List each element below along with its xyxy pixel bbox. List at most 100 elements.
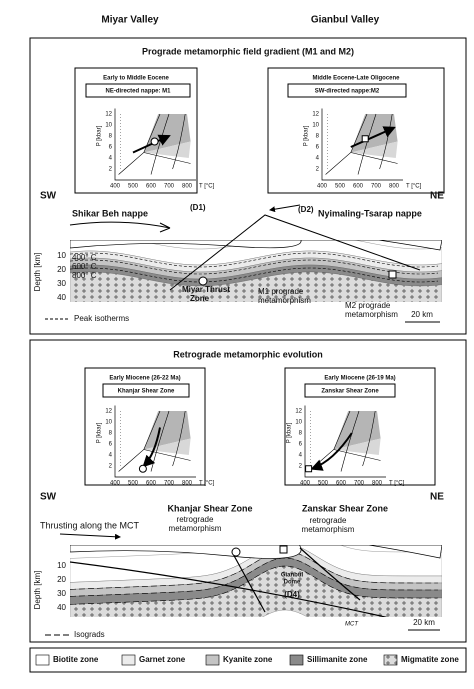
d2: (D2) (298, 205, 314, 214)
legend-swatch (205, 654, 220, 666)
pt-sample (138, 464, 147, 473)
mct-thrust: Thrusting along the MCT (40, 520, 140, 530)
inset-x-tick: 600 (353, 184, 364, 190)
cross-section (70, 240, 442, 302)
inset-y-tick: 6 (109, 442, 113, 448)
inset-y-tick: 4 (109, 453, 113, 459)
cross-section (70, 545, 442, 617)
isotherm-label: 800° C (72, 271, 97, 280)
zone-band (70, 565, 442, 617)
inset-y-label: P [kbar] (287, 422, 293, 443)
inset-age: Middle Eocene-Late Oligocene (312, 76, 400, 82)
inset-x-tick: 700 (164, 184, 175, 190)
inset-y-tick: 4 (316, 156, 320, 162)
thrust (169, 214, 421, 291)
header-left: Miyar Valley (101, 15, 159, 26)
inset-x-tick: 600 (146, 481, 157, 487)
inset-x-tick: 400 (317, 184, 328, 190)
inset-x-tick: 800 (182, 481, 193, 487)
inset-x-label: T [°C] (199, 481, 215, 487)
inset-y-label: P [kbar] (304, 125, 310, 146)
depth-tick: 30 (57, 589, 66, 598)
inset-y-label: P [kbar] (97, 422, 103, 443)
reaction (308, 410, 381, 472)
inset-y-tick: 8 (299, 431, 303, 437)
mct-line (70, 561, 388, 617)
inset-x-tick: 500 (128, 184, 139, 190)
inset-label: NE-directed nappe: M1 (105, 89, 171, 95)
reaction (118, 113, 191, 175)
inset-x-tick: 400 (300, 481, 311, 487)
legend-swatch (383, 654, 398, 666)
axes (114, 108, 196, 181)
inset-y-tick: 8 (109, 431, 113, 437)
isograd (70, 565, 439, 605)
inset-label-box (287, 83, 407, 98)
inset-x-tick: 700 (354, 481, 365, 487)
arrow (269, 204, 301, 213)
reaction (118, 410, 191, 472)
zone-band (70, 271, 442, 302)
zsz: Zanskar Shear Zone (302, 503, 388, 513)
arrow (59, 533, 121, 540)
depth-tick: 10 (57, 251, 66, 260)
legend: Biotite zone Garnet zone Kyanite zone Silli… (35, 654, 459, 666)
isotherm (70, 252, 439, 268)
inset-x-tick: 400 (110, 184, 121, 190)
reaction (325, 113, 398, 175)
legend-swatch (121, 654, 136, 666)
legend-swatch (289, 654, 304, 666)
inset-y-tick: 12 (105, 112, 112, 118)
m1-label: metamorphism (258, 296, 311, 305)
panel-frame (29, 339, 467, 643)
isograd (70, 557, 439, 597)
depth-tick: 30 (57, 279, 66, 288)
inset-y-tick: 8 (109, 134, 113, 140)
depth-tick: 40 (57, 603, 66, 612)
key: Peak isotherms (74, 314, 129, 323)
retro-right: metamorphism (302, 525, 355, 534)
sample (279, 545, 288, 554)
inset-y-tick: 10 (312, 123, 319, 129)
inset-x-tick: 700 (371, 184, 382, 190)
inset-age: Early to Middle Eocene (103, 76, 169, 82)
pt-sample (150, 137, 159, 146)
inset-x-tick: 600 (336, 481, 347, 487)
legend-label: Kyanite zone (223, 655, 273, 664)
key: Isograds (74, 630, 105, 639)
inset-y-tick: 12 (295, 409, 302, 415)
inset-label: Zanskar Shear Zone (321, 389, 379, 395)
ne: NE (430, 492, 444, 503)
inset-y-tick: 2 (316, 167, 320, 173)
insets: Early to Middle Eocene NE-directed nappe:… (74, 67, 445, 487)
panel-frame (29, 37, 467, 335)
inset-y-tick: 8 (316, 134, 320, 140)
inset-y-tick: 4 (299, 453, 303, 459)
inset-x-tick: 600 (146, 184, 157, 190)
inset-x-tick: 700 (164, 481, 175, 487)
pt-path (350, 126, 396, 148)
axes (321, 108, 403, 181)
pt-path (310, 432, 353, 471)
sample (231, 547, 241, 557)
scale: 20 km (413, 618, 435, 627)
legend-frame (29, 647, 467, 673)
thrust-zone: Zone (190, 294, 210, 303)
panel-title: Prograde metamorphic field gradient (M1 … (142, 46, 354, 56)
d4: (D4) (284, 590, 300, 599)
inset-x-tick: 400 (110, 481, 121, 487)
ne: NE (430, 191, 444, 202)
depth-label: Depth [km] (33, 253, 42, 292)
inset-y-tick: 4 (109, 156, 113, 162)
legend-label: Migmatite zone (401, 655, 459, 664)
mct: MCT (345, 622, 359, 628)
dome: Dome (284, 580, 301, 586)
m2-label: metamorphism (345, 310, 398, 319)
isograd (70, 550, 439, 590)
retro-right: retrograde (310, 516, 347, 525)
shear-zone (299, 547, 361, 601)
inset-label: SW-directed nappe:M2 (315, 89, 380, 95)
thrust-zone: Miyar Thrust (182, 285, 230, 294)
inset-y-tick: 10 (295, 420, 302, 426)
inset-y-tick: 2 (299, 464, 303, 470)
